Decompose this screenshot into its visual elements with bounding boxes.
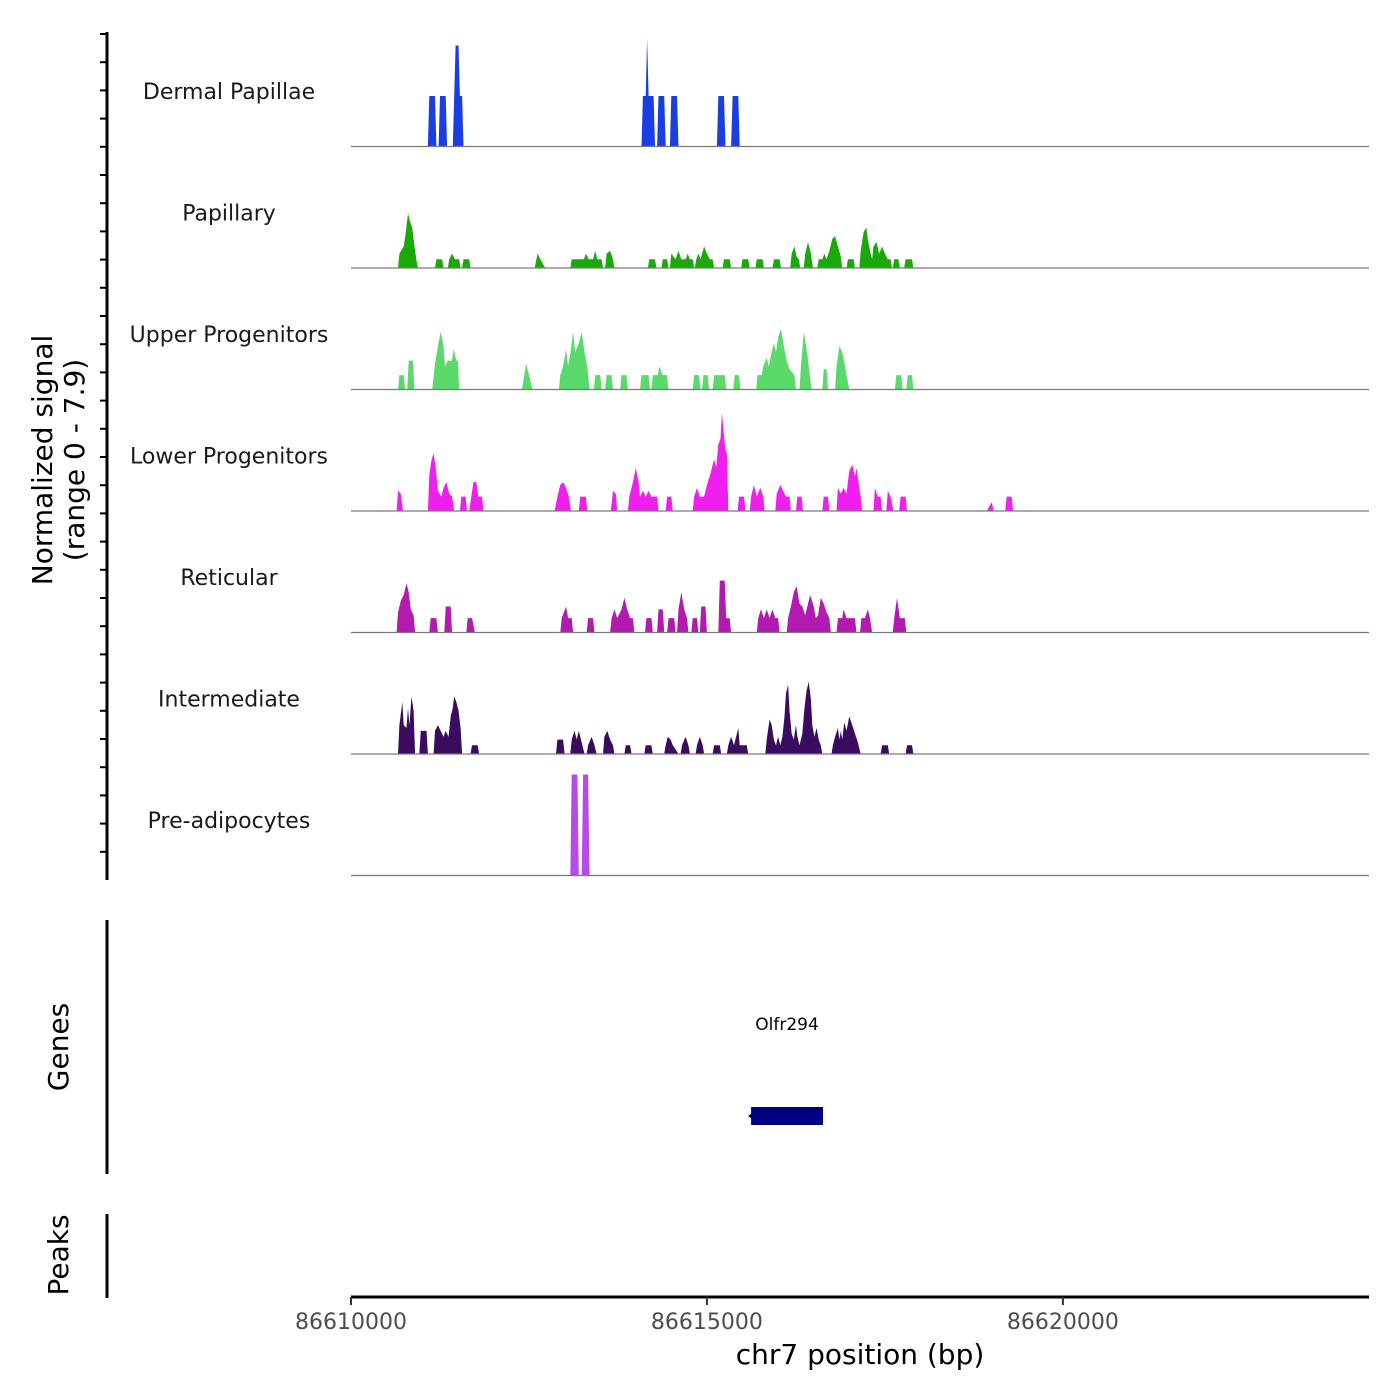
x-tick-label-86620000: 86620000 — [1007, 1310, 1119, 1335]
track-area-intermediate — [398, 681, 914, 754]
signal-axis-subtitle: (range 0 - 7.9) — [58, 359, 91, 561]
genes-panel-label: Genes — [42, 1003, 75, 1091]
peaks-panel-label: Peaks — [42, 1214, 75, 1295]
x-axis-title: chr7 position (bp) — [736, 1338, 985, 1371]
track-areas — [351, 38, 1369, 877]
track-area-papillary — [398, 213, 914, 268]
track-area-upper-progenitors — [398, 328, 914, 390]
gene-body-olfr294 — [751, 1107, 823, 1125]
track-label-intermediate: Intermediate — [158, 688, 300, 713]
track-label-reticular: Reticular — [180, 566, 278, 591]
track-label-papillary: Papillary — [182, 202, 276, 227]
track-label-lower-progenitors: Lower Progenitors — [130, 445, 328, 470]
track-labels: Dermal Papillae Papillary Upper Progenitor… — [130, 80, 329, 834]
track-area-lower-progenitors — [396, 412, 1014, 511]
x-tick-label-86610000: 86610000 — [295, 1310, 407, 1335]
track-label-upper-progenitors: Upper Progenitors — [130, 323, 329, 348]
track-area-pre-adipocytes — [570, 774, 590, 876]
track-label-pre-adipocytes: Pre-adipocytes — [148, 809, 311, 834]
signal-axis-title: Normalized signal — [26, 335, 59, 586]
genes-group: Olfr294 — [748, 1015, 823, 1125]
track-label-dermal-papillae: Dermal Papillae — [143, 80, 315, 105]
x-tick-label-86615000: 86615000 — [651, 1310, 763, 1335]
gene-strand-arrow-olfr294 — [748, 1110, 757, 1122]
gene-label-olfr294: Olfr294 — [755, 1015, 819, 1035]
x-axis-ticks: 86610000 86615000 86620000 — [295, 1297, 1119, 1335]
signal-axis-ticks — [100, 33, 107, 853]
track-area-dermal-papillae — [427, 38, 740, 147]
track-area-reticular — [396, 580, 907, 633]
